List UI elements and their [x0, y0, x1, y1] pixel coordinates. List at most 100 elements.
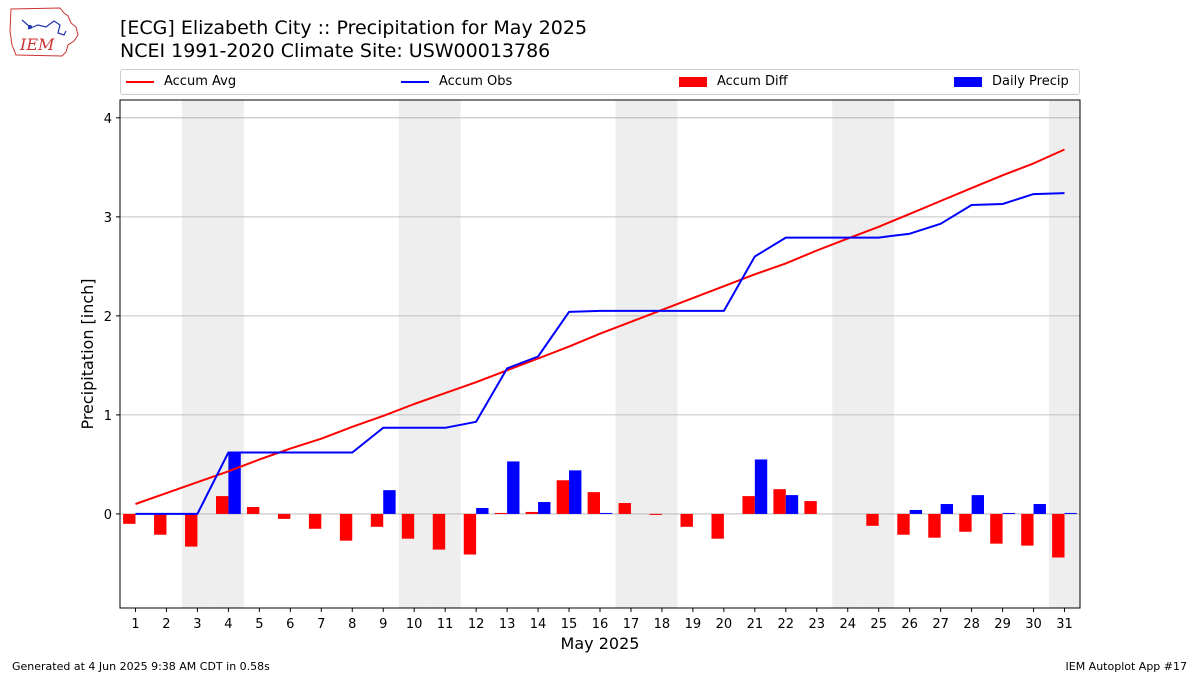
legend-swatch-daily-precip	[954, 76, 982, 87]
x-tick-label-day-28: 28	[963, 617, 980, 632]
x-tick-label-day-27: 27	[932, 617, 949, 632]
x-tick-label-day-31: 31	[1056, 617, 1073, 632]
x-tick-label-day-22: 22	[778, 617, 795, 632]
bar-accum-diff-day-3	[185, 513, 198, 547]
line-accum-obs	[135, 192, 1065, 515]
y-tick-label-0: 0	[104, 508, 112, 523]
bar-daily-precip-day-30	[1033, 504, 1046, 514]
legend-label-accum-avg: Accum Avg	[164, 74, 237, 89]
bar-accum-diff-day-7	[308, 513, 322, 529]
x-tick-label-day-4: 4	[224, 617, 232, 632]
x-tick-label-day-7: 7	[317, 617, 325, 632]
bar-accum-diff-day-21	[742, 496, 755, 514]
legend-item-accum-avg: Accum Avg	[126, 74, 236, 89]
x-tick-label-day-25: 25	[870, 617, 887, 632]
bar-daily-precip-day-15	[569, 470, 582, 514]
legend-item-accum-diff: Accum Diff	[679, 74, 788, 89]
weekend-shade-day-4	[212, 100, 244, 608]
bars	[123, 452, 1077, 558]
bar-daily-precip-day-12	[476, 507, 489, 514]
x-tick-label-day-9: 9	[379, 617, 387, 632]
bar-daily-precip-day-27	[940, 504, 954, 514]
bar-accum-diff-day-5	[246, 506, 260, 514]
bar-daily-precip-day-29	[1002, 512, 1015, 514]
legend-swatch-accum-obs	[401, 80, 429, 83]
logo-text: IEM	[19, 35, 55, 54]
bar-accum-diff-day-16	[587, 492, 600, 514]
bar-accum-diff-day-30	[1021, 513, 1034, 546]
footer-generated: Generated at 4 Jun 2025 9:38 AM CDT in 0…	[12, 660, 270, 673]
legend-label-accum-diff: Accum Diff	[717, 74, 788, 89]
iem-logo: IEM	[9, 7, 79, 57]
x-tick-label-day-20: 20	[716, 617, 733, 632]
x-tick-label-day-11: 11	[437, 617, 454, 632]
bar-accum-diff-day-31	[1052, 513, 1065, 558]
plot-frame	[119, 99, 1081, 609]
bar-daily-precip-day-26	[909, 509, 923, 514]
bar-accum-diff-day-9	[370, 513, 384, 527]
x-tick-label-day-18: 18	[654, 617, 671, 632]
x-tick-label-day-12: 12	[468, 617, 485, 632]
x-tick-label-day-2: 2	[162, 617, 170, 632]
bar-accum-diff-day-12	[463, 513, 477, 555]
bar-daily-precip-day-16	[600, 512, 613, 514]
bar-daily-precip-day-28	[971, 495, 984, 514]
x-tick-label-day-1: 1	[131, 617, 139, 632]
bar-daily-precip-day-13	[507, 461, 520, 514]
bar-accum-diff-day-26	[897, 513, 910, 535]
x-tick-label-day-23: 23	[809, 617, 826, 632]
bar-accum-diff-day-29	[990, 513, 1003, 544]
bar-accum-diff-day-8	[339, 513, 353, 541]
x-tick-label-day-6: 6	[286, 617, 294, 632]
x-tick-label-day-29: 29	[994, 617, 1011, 632]
y-tick-label-2: 2	[104, 310, 112, 325]
x-tick-label-day-5: 5	[255, 617, 263, 632]
x-tick-label-day-13: 13	[499, 617, 516, 632]
weekend-shade-day-18	[646, 100, 678, 608]
bar-accum-diff-day-10	[401, 513, 415, 539]
y-axis-label: Precipitation [inch]	[78, 278, 97, 429]
chart-subtitle: NCEI 1991-2020 Climate Site: USW00013786	[120, 40, 551, 62]
x-tick-label-day-3: 3	[193, 617, 201, 632]
bar-accum-diff-day-22	[773, 489, 786, 514]
bar-daily-precip-day-22	[785, 495, 799, 514]
lines	[135, 148, 1065, 515]
x-tick-label-day-10: 10	[406, 617, 423, 632]
bar-accum-diff-day-2	[154, 513, 167, 535]
bar-accum-diff-day-14	[525, 511, 539, 514]
weekend-shade-day-17	[615, 100, 647, 608]
bar-daily-precip-day-4	[228, 452, 241, 514]
y-tick-label-4: 4	[104, 112, 112, 127]
bar-accum-diff-day-28	[959, 513, 972, 532]
bar-accum-diff-day-4	[216, 496, 229, 514]
x-tick-label-day-21: 21	[747, 617, 764, 632]
bar-daily-precip-day-14	[538, 502, 551, 514]
bar-accum-diff-day-11	[432, 513, 446, 550]
weekend-shade-day-25	[863, 100, 895, 608]
bar-accum-diff-day-19	[680, 513, 693, 527]
bar-accum-diff-day-1	[123, 513, 136, 524]
x-tick-label-day-30: 30	[1025, 617, 1042, 632]
y-tick-label-3: 3	[104, 211, 112, 226]
chart-legend: Accum Avg Accum Obs Accum Diff Daily Pre…	[120, 69, 1080, 95]
x-tick-label-day-26: 26	[901, 617, 918, 632]
y-tick-label-1: 1	[104, 409, 112, 424]
x-tick-label-day-24: 24	[839, 617, 856, 632]
bar-accum-diff-day-23	[804, 501, 817, 514]
x-tick-label-day-15: 15	[561, 617, 578, 632]
line-accum-avg	[135, 148, 1065, 505]
legend-swatch-accum-diff	[679, 76, 707, 87]
x-tick-label-day-17: 17	[623, 617, 640, 632]
bar-daily-precip-day-31	[1064, 512, 1077, 514]
bar-accum-diff-day-13	[494, 512, 508, 514]
legend-item-daily-precip: Daily Precip	[954, 74, 1069, 89]
chart-title: [ECG] Elizabeth City :: Precipitation fo…	[120, 17, 588, 39]
bar-accum-diff-day-17	[618, 503, 631, 514]
x-tick-label-day-16: 16	[592, 617, 609, 632]
grid-lines	[120, 117, 1080, 515]
bar-daily-precip-day-21	[754, 459, 768, 514]
bar-accum-diff-day-6	[277, 513, 291, 519]
legend-item-accum-obs: Accum Obs	[401, 74, 512, 89]
